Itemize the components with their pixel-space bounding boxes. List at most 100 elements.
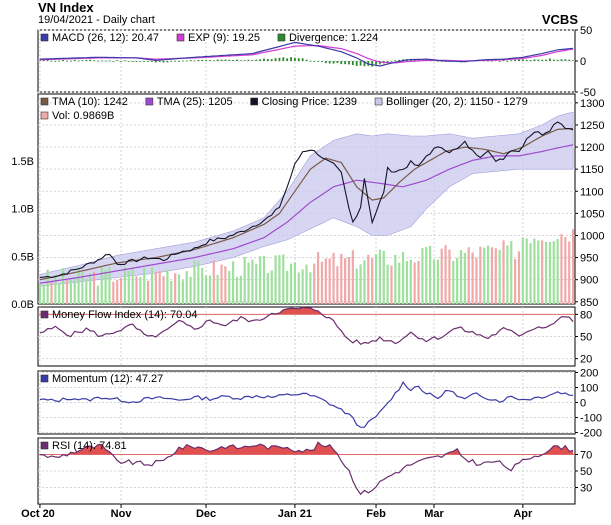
volume-bar — [266, 273, 269, 304]
divergence-bar — [313, 60, 316, 62]
volume-bar — [552, 241, 555, 304]
volume-bar — [355, 268, 358, 304]
volume-tick-label: 1.0B — [11, 204, 34, 216]
legend-macd-label: EXP (9): 19.25 — [188, 32, 260, 44]
volume-bar — [560, 234, 563, 304]
y-tick-label: 850 — [580, 297, 598, 309]
divergence-bar — [239, 60, 242, 62]
divergence-bar — [317, 61, 319, 62]
divergence-bar — [328, 61, 331, 64]
divergence-bar — [309, 60, 312, 62]
y-tick-label: 1100 — [580, 186, 604, 198]
divergence-bar — [514, 59, 517, 61]
volume-bar — [459, 250, 463, 304]
volume-bar — [498, 249, 501, 304]
x-tick-label: Nov — [111, 508, 133, 520]
y-tick-label: 1150 — [580, 164, 604, 176]
divergence-bar — [69, 60, 72, 62]
y-tick-label: 50 — [580, 332, 592, 344]
y-tick-label: 900 — [580, 275, 598, 287]
divergence-bar — [205, 60, 207, 61]
volume-bar — [324, 258, 327, 304]
volume-bar — [332, 252, 335, 304]
y-tick-label: 1050 — [580, 208, 604, 220]
y-tick-label: 0 — [580, 398, 586, 410]
volume-bar — [38, 282, 42, 304]
volume-bar — [154, 271, 157, 304]
volume-bar — [104, 270, 107, 304]
volume-bar — [193, 260, 196, 304]
legend-macd-swatch — [40, 33, 49, 42]
volume-bar — [100, 266, 103, 304]
volume-bar — [259, 256, 262, 304]
volume-bar — [69, 279, 72, 304]
divergence-bar — [552, 59, 555, 61]
volume-bar — [429, 245, 432, 304]
volume-bar — [65, 278, 69, 304]
divergence-bar — [270, 59, 273, 61]
divergence-bar — [50, 60, 53, 62]
volume-bar — [231, 261, 235, 304]
divergence-bar — [46, 59, 49, 61]
divergence-bar — [487, 60, 489, 62]
volume-bar — [270, 270, 273, 304]
volume-tick-label: 0.5B — [11, 251, 34, 263]
y-tick-label: 30 — [580, 483, 592, 495]
divergence-bar — [502, 59, 505, 61]
volume-bar — [77, 267, 80, 304]
chart-title: VN Index — [38, 0, 94, 15]
divergence-bar — [232, 60, 234, 61]
volume-bar — [529, 243, 532, 304]
divergence-bar — [297, 58, 300, 61]
divergence-bar — [560, 59, 563, 61]
volume-bar — [494, 248, 497, 304]
divergence-bar — [58, 60, 61, 62]
volume-bar — [235, 276, 239, 304]
volume-bar — [436, 259, 439, 304]
divergence-bar — [251, 60, 254, 61]
volume-bar — [359, 264, 362, 304]
volume-bar — [73, 277, 76, 304]
legend-momentum-label: Momentum (12): 47.27 — [52, 373, 163, 385]
divergence-bar — [572, 60, 574, 62]
divergence-bar — [340, 61, 343, 65]
volume-bar — [463, 252, 466, 304]
divergence-bar — [324, 61, 327, 64]
y-tick-label: -200 — [580, 428, 602, 440]
divergence-bar — [282, 57, 285, 61]
volume-bar — [347, 257, 351, 304]
volume-bar — [239, 275, 242, 304]
divergence-bar — [124, 60, 126, 62]
volume-bar — [564, 236, 567, 304]
divergence-bar — [100, 60, 103, 62]
volume-bar — [490, 247, 494, 304]
brand-label: VCBS — [541, 12, 578, 27]
divergence-bar — [498, 61, 501, 62]
volume-bar — [274, 255, 277, 304]
divergence-bar — [154, 61, 157, 63]
divergence-bar — [491, 60, 493, 62]
volume-bar — [533, 238, 536, 304]
panel-price: 1300 1250 1200 1150 1100 1050 1000 950 900 850 1.5… — [11, 93, 604, 311]
volume-bar — [177, 274, 181, 304]
y-tick-label: 50 — [580, 466, 592, 478]
y-tick-label: 20 — [580, 354, 592, 366]
volume-bar — [127, 271, 130, 304]
divergence-bar — [120, 61, 122, 62]
divergence-bar — [375, 61, 377, 65]
divergence-bar — [85, 59, 88, 61]
volume-tick-label: 0.0B — [11, 299, 34, 311]
volume-bar — [297, 272, 300, 304]
volume-bar — [162, 276, 165, 304]
divergence-bar — [436, 60, 439, 62]
volume-bar — [197, 260, 200, 304]
volume-bar — [189, 276, 192, 304]
divergence-bar — [259, 59, 262, 61]
divergence-bar — [263, 58, 265, 61]
volume-bar — [289, 263, 293, 304]
legend-mfi-swatch — [40, 310, 49, 319]
volume-bar — [363, 260, 366, 304]
divergence-bar — [73, 59, 76, 61]
volume-bar — [525, 238, 528, 304]
divergence-bar — [228, 59, 231, 61]
